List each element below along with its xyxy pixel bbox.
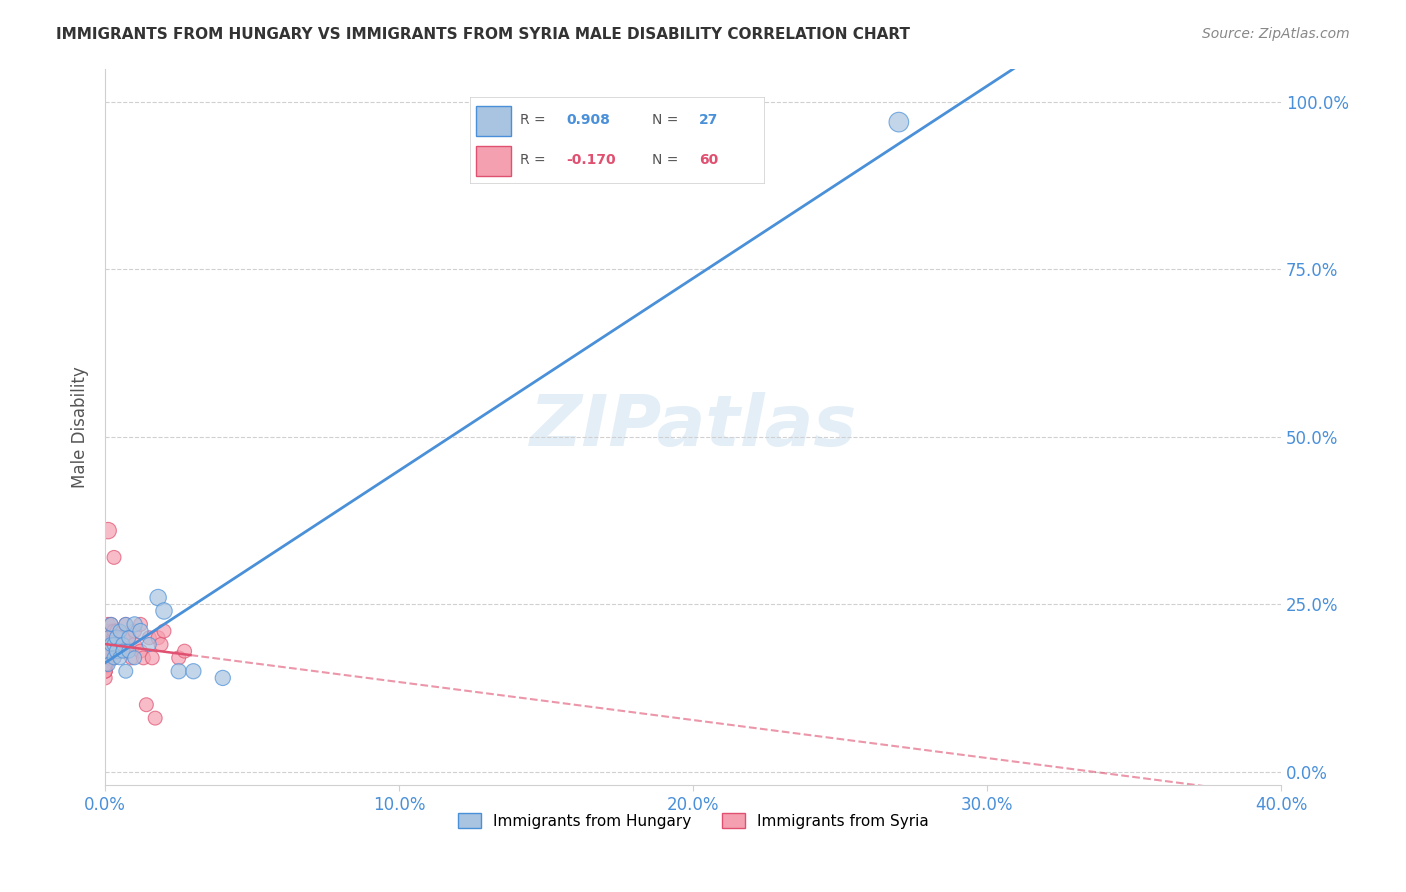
Point — [153, 604, 176, 618]
Point — [103, 650, 125, 665]
Point — [103, 650, 125, 665]
Point — [121, 650, 143, 665]
Point — [108, 631, 131, 645]
Text: IMMIGRANTS FROM HUNGARY VS IMMIGRANTS FROM SYRIA MALE DISABILITY CORRELATION CHA: IMMIGRANTS FROM HUNGARY VS IMMIGRANTS FR… — [56, 27, 910, 42]
Point — [124, 650, 146, 665]
Point — [100, 637, 122, 651]
Point — [124, 624, 146, 638]
Point — [100, 617, 122, 632]
Point — [150, 637, 173, 651]
Legend: Immigrants from Hungary, Immigrants from Syria: Immigrants from Hungary, Immigrants from… — [451, 806, 935, 835]
Point — [103, 637, 125, 651]
Point — [114, 665, 136, 679]
Point — [97, 624, 120, 638]
Point — [124, 617, 146, 632]
Point — [138, 631, 160, 645]
Point — [111, 631, 134, 645]
Point — [887, 115, 910, 129]
Point — [146, 591, 169, 605]
Point — [105, 631, 128, 645]
Point — [94, 657, 117, 672]
Point — [118, 644, 141, 658]
Point — [103, 631, 125, 645]
Point — [94, 650, 117, 665]
Point — [167, 665, 190, 679]
Point — [129, 624, 152, 638]
Point — [94, 665, 117, 679]
Point — [97, 657, 120, 672]
Point — [94, 631, 117, 645]
Point — [94, 650, 117, 665]
Point — [103, 637, 125, 651]
Point — [97, 631, 120, 645]
Point — [183, 665, 205, 679]
Point — [108, 644, 131, 658]
Point — [211, 671, 233, 685]
Point — [94, 637, 117, 651]
Point — [114, 644, 136, 658]
Point — [108, 650, 131, 665]
Point — [94, 671, 117, 685]
Point — [105, 637, 128, 651]
Point — [97, 637, 120, 651]
Point — [100, 637, 122, 651]
Text: Source: ZipAtlas.com: Source: ZipAtlas.com — [1202, 27, 1350, 41]
Point — [103, 550, 125, 565]
Point — [138, 637, 160, 651]
Point — [111, 637, 134, 651]
Text: ZIPatlas: ZIPatlas — [530, 392, 856, 461]
Point — [114, 617, 136, 632]
Point — [153, 624, 176, 638]
Y-axis label: Male Disability: Male Disability — [72, 366, 89, 488]
Point — [94, 665, 117, 679]
Point — [100, 624, 122, 638]
Point — [94, 657, 117, 672]
Point — [97, 617, 120, 632]
Point — [94, 644, 117, 658]
Point — [118, 631, 141, 645]
Point — [97, 650, 120, 665]
Point — [129, 617, 152, 632]
Point — [94, 644, 117, 658]
Point — [114, 617, 136, 632]
Point — [105, 624, 128, 638]
Point — [105, 631, 128, 645]
Point — [94, 665, 117, 679]
Point — [94, 644, 117, 658]
Point — [111, 644, 134, 658]
Point — [124, 637, 146, 651]
Point — [141, 650, 163, 665]
Point — [129, 644, 152, 658]
Point — [143, 711, 166, 725]
Point — [94, 644, 117, 658]
Point — [97, 650, 120, 665]
Point — [146, 631, 169, 645]
Point — [94, 650, 117, 665]
Point — [105, 644, 128, 658]
Point — [132, 650, 155, 665]
Point — [97, 644, 120, 658]
Point — [103, 624, 125, 638]
Point — [94, 644, 117, 658]
Point — [100, 644, 122, 658]
Point — [118, 631, 141, 645]
Point — [108, 624, 131, 638]
Point — [97, 524, 120, 538]
Point — [100, 617, 122, 632]
Point — [135, 698, 157, 712]
Point — [100, 631, 122, 645]
Point — [94, 657, 117, 672]
Point — [94, 657, 117, 672]
Point — [97, 631, 120, 645]
Point — [167, 650, 190, 665]
Point — [173, 644, 195, 658]
Point — [111, 637, 134, 651]
